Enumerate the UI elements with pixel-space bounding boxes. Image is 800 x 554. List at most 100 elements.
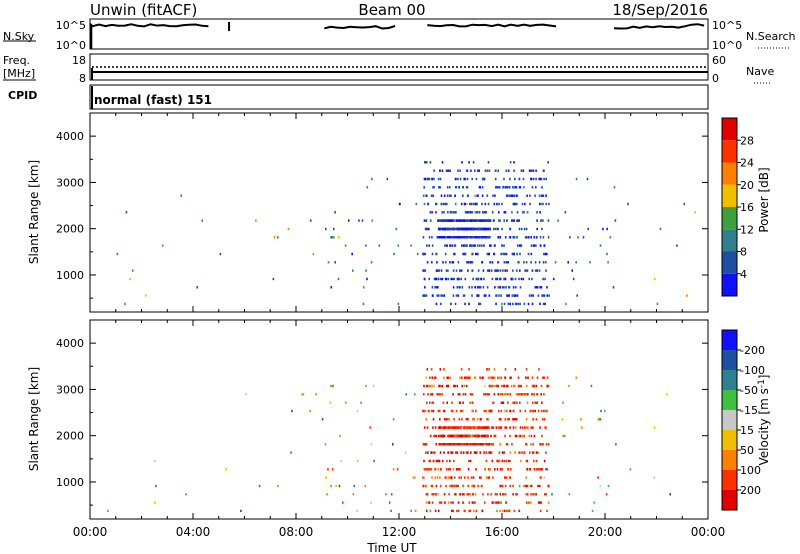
data-point (571, 269, 573, 272)
data-point (510, 468, 512, 471)
data-point (428, 501, 431, 504)
data-point (441, 277, 444, 281)
data-point (653, 476, 656, 479)
data-point (536, 219, 538, 222)
data-point (438, 294, 440, 297)
colorbar-segment (722, 251, 737, 274)
data-point (489, 468, 492, 471)
data-point (483, 211, 486, 214)
data-point (490, 493, 493, 496)
data-point (452, 294, 455, 297)
data-point (463, 227, 465, 231)
data-point (449, 244, 452, 247)
data-point (531, 418, 534, 421)
data-point (454, 177, 457, 181)
data-point (410, 244, 412, 247)
data-point (458, 426, 461, 429)
data-point (525, 376, 527, 379)
data-point (426, 384, 428, 388)
data-point (452, 468, 455, 471)
data-point (501, 459, 504, 463)
data-point (427, 393, 429, 396)
data-point (463, 252, 465, 256)
data-point (474, 286, 476, 289)
data-point (460, 236, 462, 239)
data-point (536, 227, 538, 231)
data-point (429, 219, 432, 222)
data-point (461, 443, 463, 446)
data-point (473, 426, 475, 429)
data-point (484, 169, 487, 172)
data-point (492, 426, 495, 429)
data-point (488, 468, 490, 471)
data-point (441, 294, 444, 297)
data-point (543, 177, 545, 181)
data-point (463, 493, 465, 496)
data-point (444, 501, 446, 504)
data-point (437, 409, 440, 413)
data-point (427, 202, 429, 206)
plot-title: Unwin (fitACF) (90, 1, 197, 19)
data-point (337, 236, 340, 239)
data-point (511, 294, 514, 297)
data-point (546, 252, 548, 256)
colorbar-tick-label: 20 (740, 179, 754, 192)
data-point (312, 252, 315, 256)
data-point (516, 252, 519, 256)
data-point (506, 294, 508, 297)
data-point (489, 236, 491, 239)
data-point (412, 476, 415, 479)
data-point (219, 252, 222, 256)
data-point (606, 227, 608, 231)
data-point (507, 261, 509, 264)
data-point (545, 493, 547, 496)
data-point (459, 468, 461, 471)
data-point (326, 493, 328, 496)
data-point (459, 401, 461, 404)
data-point (324, 443, 327, 446)
nsearch-tick-top: 10^5 (712, 19, 742, 32)
data-point (500, 426, 502, 429)
data-point (533, 236, 536, 239)
data-point (393, 252, 395, 256)
data-point (484, 434, 486, 438)
cpid-panel (89, 84, 709, 110)
data-point (530, 434, 533, 438)
data-point (438, 409, 441, 413)
data-point (507, 401, 509, 404)
data-point (447, 236, 450, 239)
data-point (486, 286, 489, 289)
data-point (439, 169, 441, 172)
data-point (425, 294, 428, 297)
data-point (478, 169, 480, 172)
data-point (543, 244, 545, 247)
data-point (509, 459, 511, 463)
data-point (512, 202, 515, 206)
freq-tick-top: 18 (72, 54, 86, 67)
data-point (329, 401, 332, 404)
data-point (461, 418, 463, 421)
data-point (492, 501, 495, 504)
data-point (439, 426, 441, 429)
data-point (532, 426, 534, 429)
data-point (582, 236, 585, 239)
data-point (507, 169, 510, 172)
data-point (373, 459, 375, 463)
data-point (535, 169, 537, 172)
data-point (458, 434, 460, 438)
data-point (444, 277, 447, 281)
data-point (519, 451, 521, 454)
data-point (501, 401, 504, 404)
data-point (461, 236, 464, 239)
data-point (132, 269, 134, 272)
data-point (439, 186, 441, 189)
data-point (504, 434, 506, 438)
data-point (338, 484, 341, 488)
data-point (494, 269, 496, 272)
data-point (340, 459, 342, 463)
data-point (545, 202, 548, 206)
data-point (497, 261, 499, 264)
data-point (494, 169, 497, 172)
data-point (509, 426, 511, 429)
data-point (439, 484, 442, 488)
